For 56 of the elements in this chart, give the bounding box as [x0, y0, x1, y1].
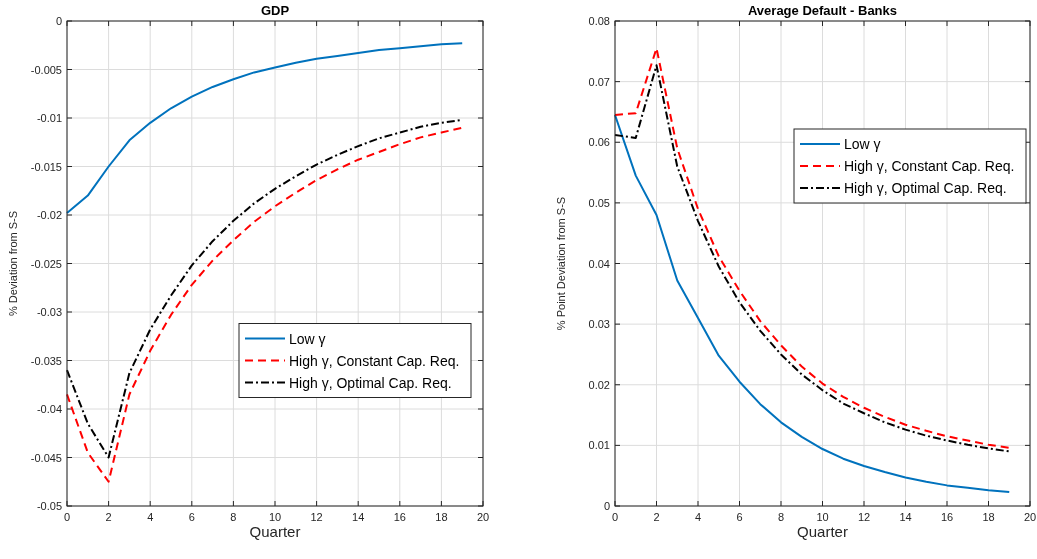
x-tick-label: 6	[188, 511, 195, 523]
y-tick-label: -0.01	[36, 112, 62, 124]
legend-label: Low γ	[289, 330, 326, 347]
x-axis-title: Quarter	[249, 523, 301, 540]
legend-label: High γ, Optimal Cap. Req.	[844, 180, 1007, 196]
x-tick-label: 6	[736, 511, 743, 523]
y-tick-label: 0.03	[588, 318, 610, 331]
y-tick-label: 0.05	[588, 196, 610, 209]
y-tick-label: 0.01	[588, 439, 610, 452]
x-tick-label: 12	[857, 511, 871, 523]
x-tick-label: 4	[147, 511, 154, 523]
line-series	[66, 42, 464, 215]
x-tick-label: 12	[310, 511, 323, 523]
y-tick-label: -0.045	[30, 451, 62, 464]
x-tick-label: 10	[816, 511, 829, 523]
x-tick-label: 2	[105, 511, 112, 523]
x-tick-label: 14	[352, 511, 365, 523]
y-tick-label: -0.03	[36, 306, 62, 318]
chart-title: GDP	[260, 3, 290, 18]
legend-label: High γ, Constant Cap. Req.	[844, 158, 1015, 174]
x-tick-label: 20	[1023, 511, 1037, 523]
y-axis-title: % Point Deviation from S-S	[555, 196, 567, 331]
y-axis-title: % Deviation from S-S	[7, 210, 19, 317]
x-tick-label: 18	[982, 511, 995, 523]
legend-label: High γ, Constant Cap. Req.	[289, 352, 460, 369]
x-tick-label: 2	[653, 511, 660, 523]
y-tick-label: -0.02	[36, 209, 62, 221]
x-axis-title: Quarter	[797, 523, 848, 540]
y-tick-label: 0.06	[588, 136, 610, 149]
x-tick-label: 8	[230, 511, 237, 523]
legend-label: High γ, Optimal Cap. Req.	[289, 374, 452, 391]
legend-label: Low γ	[844, 136, 881, 152]
y-tick-label: 0.02	[588, 378, 610, 391]
y-tick-label: -0.025	[30, 257, 62, 270]
y-tick-label: 0.07	[588, 75, 610, 88]
x-tick-label: 14	[899, 511, 912, 523]
x-tick-label: 16	[940, 511, 954, 523]
y-tick-label: -0.015	[30, 160, 62, 173]
y-tick-label: -0.035	[30, 354, 62, 367]
y-tick-label: -0.005	[30, 63, 62, 76]
x-tick-label: 10	[268, 511, 282, 523]
y-tick-label: 0	[55, 15, 62, 27]
x-tick-label: 0	[63, 511, 71, 523]
y-tick-label: 0.04	[588, 257, 610, 270]
y-tick-label: -0.04	[36, 403, 62, 415]
x-tick-label: 20	[476, 511, 490, 523]
y-tick-label: -0.05	[36, 500, 62, 512]
x-tick-label: 0	[611, 511, 619, 523]
y-tick-label: 0.08	[588, 15, 610, 27]
x-tick-label: 8	[777, 511, 785, 523]
line-series	[614, 113, 1011, 494]
x-tick-label: 16	[393, 511, 406, 523]
x-tick-label: 18	[435, 511, 448, 523]
y-tick-label: 0	[603, 500, 610, 512]
chart-title: Average Default - Banks	[747, 3, 898, 18]
x-tick-label: 4	[694, 511, 702, 523]
